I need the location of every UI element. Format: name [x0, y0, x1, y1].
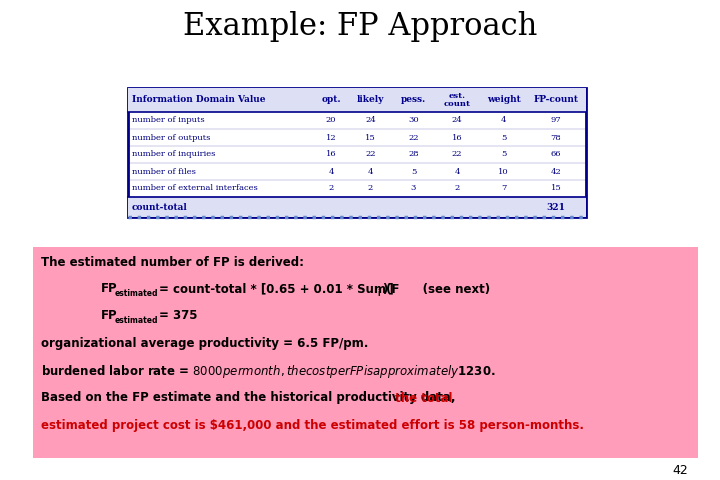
Text: 4: 4 — [328, 168, 334, 176]
Text: organizational average productivity = 6.5 FP/pm.: organizational average productivity = 6.… — [41, 337, 369, 350]
Text: opt.: opt. — [321, 96, 341, 105]
Text: estimated: estimated — [115, 289, 158, 298]
Text: burdened labor rate = $8000 per month, the cost per FP is approximately $1230.: burdened labor rate = $8000 per month, t… — [41, 362, 495, 380]
Text: 22: 22 — [365, 151, 376, 158]
Text: 3: 3 — [411, 184, 416, 192]
Text: number of outputs: number of outputs — [132, 133, 210, 142]
Text: 2: 2 — [328, 184, 333, 192]
Text: estimated: estimated — [115, 316, 158, 325]
Text: 28: 28 — [408, 151, 419, 158]
Text: 4: 4 — [454, 168, 460, 176]
Text: the total: the total — [391, 392, 452, 405]
Text: Information Domain Value: Information Domain Value — [132, 96, 266, 105]
Text: 78: 78 — [551, 133, 562, 142]
Text: )]       (see next): )] (see next) — [383, 282, 490, 295]
Text: 22: 22 — [408, 133, 419, 142]
Text: 16: 16 — [451, 133, 462, 142]
Text: 66: 66 — [551, 151, 562, 158]
Text: 5: 5 — [411, 168, 416, 176]
Text: 97: 97 — [551, 117, 562, 124]
Text: est.: est. — [449, 92, 466, 100]
Text: = 375: = 375 — [159, 309, 197, 322]
Bar — [33, 247, 698, 458]
Text: number of inquiries: number of inquiries — [132, 151, 215, 158]
Text: 20: 20 — [325, 117, 336, 124]
Text: estimated project cost is $461,000 and the estimated effort is 58 person-months.: estimated project cost is $461,000 and t… — [41, 419, 584, 432]
Text: number of inputs: number of inputs — [132, 117, 204, 124]
Text: 321: 321 — [546, 203, 565, 212]
Text: FP: FP — [101, 282, 117, 295]
Text: likely: likely — [357, 96, 384, 105]
Bar — [128, 88, 586, 217]
Text: 16: 16 — [325, 151, 336, 158]
Text: The estimated number of FP is derived:: The estimated number of FP is derived: — [41, 256, 304, 269]
Text: 15: 15 — [551, 184, 562, 192]
Text: 2: 2 — [454, 184, 459, 192]
Text: i: i — [377, 289, 379, 298]
Text: = count-total * [0.65 + 0.01 * Sum(F: = count-total * [0.65 + 0.01 * Sum(F — [159, 282, 400, 295]
Text: number of files: number of files — [132, 168, 196, 176]
Text: 4: 4 — [500, 117, 506, 124]
Text: Example: FP Approach: Example: FP Approach — [183, 12, 537, 43]
Text: 42: 42 — [551, 168, 562, 176]
Text: Based on the FP estimate and the historical productivity data,: Based on the FP estimate and the histori… — [41, 392, 456, 405]
Text: 2: 2 — [368, 184, 373, 192]
Text: 24: 24 — [365, 117, 376, 124]
Text: 10: 10 — [498, 168, 509, 176]
Text: FP: FP — [101, 309, 117, 322]
Text: 7: 7 — [501, 184, 506, 192]
Bar — [128, 88, 586, 112]
Bar — [128, 197, 586, 217]
Text: 5: 5 — [501, 151, 506, 158]
Text: 12: 12 — [325, 133, 336, 142]
Text: 5: 5 — [501, 133, 506, 142]
Text: count: count — [444, 100, 470, 108]
Text: 42: 42 — [672, 464, 688, 477]
Text: 22: 22 — [451, 151, 462, 158]
Text: 30: 30 — [408, 117, 419, 124]
Text: FP-count: FP-count — [534, 96, 578, 105]
Text: count-total: count-total — [132, 203, 188, 212]
Text: 24: 24 — [451, 117, 462, 124]
Text: pess.: pess. — [401, 96, 426, 105]
Text: 4: 4 — [368, 168, 373, 176]
Text: weight: weight — [487, 96, 521, 105]
Text: 15: 15 — [365, 133, 376, 142]
Text: number of external interfaces: number of external interfaces — [132, 184, 258, 192]
